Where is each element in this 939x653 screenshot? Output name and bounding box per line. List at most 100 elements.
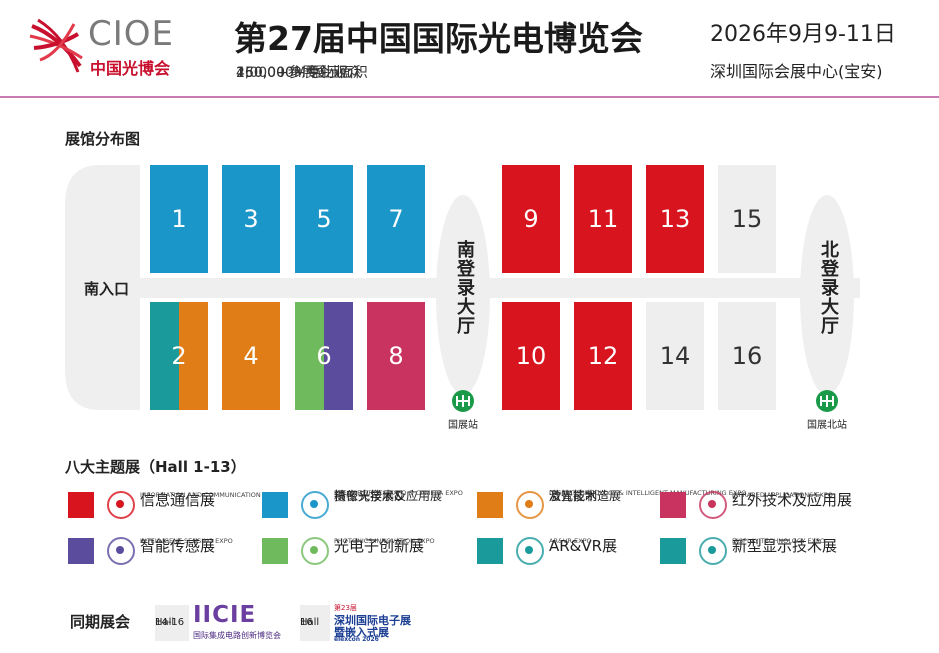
hall-label: 3 bbox=[243, 205, 259, 233]
hall-label: 4 bbox=[243, 342, 259, 370]
theme-name: 智能传感展 bbox=[140, 537, 216, 555]
event-line: 暨嵌入式展 bbox=[334, 626, 389, 639]
hall-color bbox=[367, 302, 425, 410]
hall-label: 15 bbox=[731, 205, 763, 233]
hall-label: 1 bbox=[171, 205, 187, 233]
hall-label: 13 bbox=[659, 205, 691, 233]
hall-box-line: Hall bbox=[300, 617, 320, 628]
hall-box-line: 16 bbox=[300, 617, 313, 628]
hall: 14 bbox=[646, 302, 704, 410]
theme-name-en: PHOTONICS INNOVATION EXPO bbox=[334, 537, 435, 545]
event-line: 国际集成电路创新博览会 bbox=[193, 631, 281, 640]
hall-color bbox=[502, 302, 560, 410]
hall-label: 9 bbox=[523, 205, 539, 233]
hall: 4 bbox=[222, 302, 280, 410]
hall-color bbox=[646, 302, 704, 410]
theme-name: 摄像头技术及应用展 bbox=[334, 489, 443, 503]
hall-box-line: Hall bbox=[155, 617, 175, 628]
hall: 13 bbox=[646, 165, 704, 273]
theme-icon-dot bbox=[525, 500, 533, 508]
hall: 15 bbox=[718, 165, 776, 273]
theme-name: 红外技术及应用展 bbox=[732, 491, 853, 509]
hall-box-line: 14-16 bbox=[155, 617, 185, 628]
theme-icon bbox=[699, 537, 727, 565]
hall-color bbox=[150, 165, 208, 273]
hall: 5 bbox=[295, 165, 353, 273]
theme-icon bbox=[516, 537, 544, 565]
hall-box: Hall 16 bbox=[300, 605, 330, 641]
venue: 深圳国际会展中心(宝安) bbox=[710, 62, 883, 81]
theme-color bbox=[68, 492, 94, 518]
hall-color bbox=[324, 302, 353, 410]
theme-color bbox=[660, 538, 686, 564]
map-title: 展馆分布图 bbox=[65, 130, 141, 148]
theme-name: AR&VR展 bbox=[549, 537, 618, 555]
theme-color bbox=[262, 492, 288, 518]
lobby-label: 北登录大厅 bbox=[818, 240, 839, 335]
hall-color bbox=[646, 165, 704, 273]
theme-name: 激光技术 bbox=[549, 489, 598, 503]
stat: 260,000M²展示面积 bbox=[236, 65, 368, 81]
theme-name-en: LASER TECHNOLOGY & INTELLIGENT MANUFACTU… bbox=[549, 489, 747, 497]
hall: 11 bbox=[574, 165, 632, 273]
hall-color bbox=[718, 165, 776, 273]
brand-cn: 中国光博会 bbox=[90, 59, 171, 78]
theme-icon-dot bbox=[116, 500, 124, 508]
hall-color bbox=[502, 165, 560, 273]
concurrent-title: 同期展会 bbox=[70, 613, 131, 631]
hall-label: 16 bbox=[731, 342, 763, 370]
hall-color bbox=[295, 165, 353, 273]
event-logo: 第23届 bbox=[334, 604, 357, 612]
theme-name: 信息通信展 bbox=[140, 491, 216, 509]
theme-icon-dot bbox=[708, 500, 716, 508]
hall: 2 bbox=[150, 302, 208, 410]
hall-color bbox=[222, 302, 280, 410]
hall-color bbox=[179, 302, 208, 410]
theme-name-en: DISPLAY TECHNOLOGY EXPO bbox=[732, 537, 826, 545]
hall-color bbox=[574, 165, 632, 273]
theme-icon-dot bbox=[310, 546, 318, 554]
hall-label: 14 bbox=[659, 342, 691, 370]
theme-icon bbox=[107, 537, 135, 565]
hall: 16 bbox=[718, 302, 776, 410]
stat: 4,000+参展企业 bbox=[236, 65, 344, 81]
hall-color bbox=[222, 165, 280, 273]
event-logo: IICIE bbox=[193, 602, 257, 628]
hall-label: 6 bbox=[316, 342, 332, 370]
theme-name: 精密光学展& bbox=[334, 489, 404, 503]
station: 国展北站 bbox=[807, 420, 847, 431]
hall: 7 bbox=[367, 165, 425, 273]
theme-color bbox=[477, 492, 503, 518]
hall-box: Hall 14-16 bbox=[155, 605, 189, 641]
event-line: elexcon 2026 bbox=[334, 636, 379, 643]
theme-color bbox=[68, 538, 94, 564]
theme-name: 及智能制造展 bbox=[549, 489, 622, 503]
title: 第27届中国国际光电博览会 bbox=[234, 19, 643, 58]
hall: 6 bbox=[295, 302, 353, 410]
entrance: 南入口 bbox=[84, 280, 130, 298]
theme-icon-dot bbox=[708, 546, 716, 554]
theme-icon bbox=[301, 537, 329, 565]
theme-icon-dot bbox=[116, 546, 124, 554]
theme-name-en: INFRARED APPLICATIONS EXPO bbox=[732, 491, 833, 499]
theme-name: 新型显示技术展 bbox=[732, 537, 838, 555]
theme-name-en: INFORMATION AND COMMUNICATION EXPO bbox=[140, 491, 281, 499]
theme-icon-dot bbox=[525, 546, 533, 554]
hall-color bbox=[150, 302, 179, 410]
themes-title: 八大主题展（Hall 1-13） bbox=[65, 458, 246, 476]
theme-color bbox=[660, 492, 686, 518]
hall: 8 bbox=[367, 302, 425, 410]
theme-name-en: INTELLIGENT SENSING EXPO bbox=[140, 537, 233, 545]
divider bbox=[0, 96, 939, 98]
hall-label: 5 bbox=[316, 205, 332, 233]
hall-color bbox=[367, 165, 425, 273]
hall: 9 bbox=[502, 165, 560, 273]
theme-color bbox=[477, 538, 503, 564]
theme-icon-dot bbox=[310, 500, 318, 508]
hall-color bbox=[295, 302, 324, 410]
hall-color bbox=[718, 302, 776, 410]
hall-label: 8 bbox=[388, 342, 404, 370]
station: 国展站 bbox=[448, 420, 478, 431]
